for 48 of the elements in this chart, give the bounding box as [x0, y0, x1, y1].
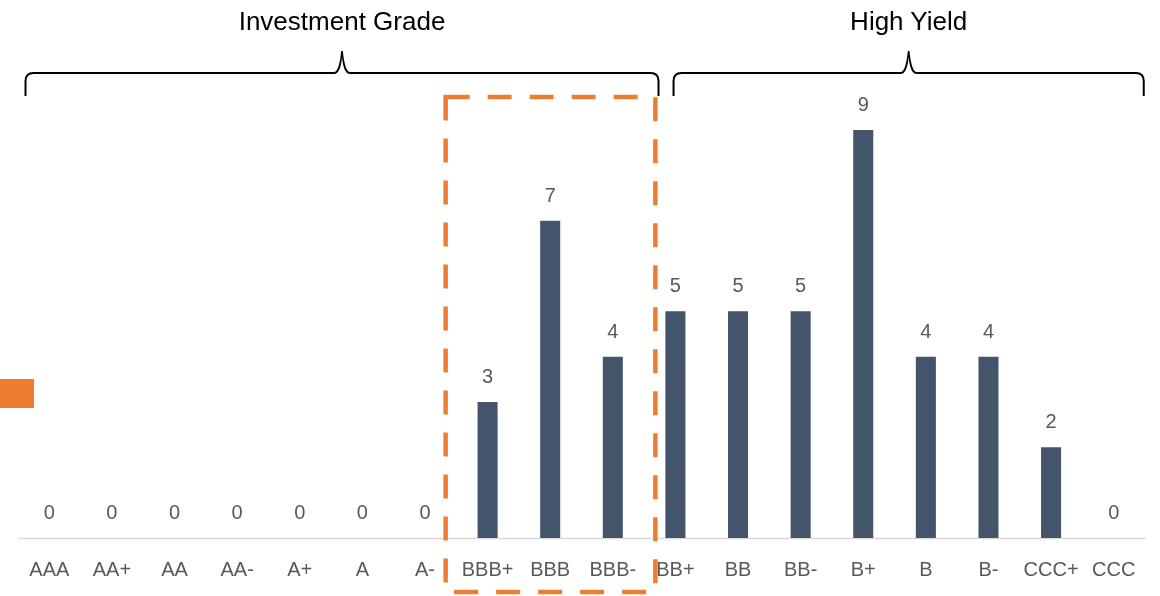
- x-tick-label: BBB: [530, 557, 571, 580]
- x-tick-label: AA-: [220, 557, 254, 580]
- data-label: 0: [43, 501, 55, 523]
- data-label: 7: [544, 183, 556, 206]
- data-label: 0: [419, 501, 431, 523]
- x-tick-label: BB-: [783, 557, 818, 580]
- data-label: 5: [669, 274, 681, 297]
- x-tick-label: CCC+: [1023, 557, 1079, 580]
- x-tick-label: BBB+: [461, 557, 514, 580]
- data-label: 2: [1045, 410, 1057, 433]
- data-label: 0: [106, 501, 118, 523]
- data-label: 5: [732, 274, 744, 297]
- data-label: 0: [231, 501, 243, 523]
- data-label: 5: [795, 274, 807, 297]
- bar: [915, 356, 936, 538]
- data-label: 9: [857, 93, 869, 115]
- x-tick-label: BB+: [656, 557, 695, 580]
- text: High Yield: [850, 6, 968, 36]
- bar: [728, 311, 749, 538]
- x-tick-label: B: [919, 557, 933, 580]
- bar: [602, 356, 623, 538]
- x-tick-label: BBB-: [589, 557, 637, 580]
- data-label: 0: [168, 501, 181, 523]
- text: Investment Grade: [238, 6, 446, 36]
- data-label: 3: [482, 365, 494, 387]
- data-label: 4: [920, 319, 932, 342]
- data-label: 0: [1108, 501, 1120, 523]
- bar: [477, 402, 498, 538]
- data-label: 4: [982, 319, 995, 342]
- bar: [665, 311, 686, 538]
- x-tick-label: AA+: [92, 557, 132, 580]
- x-tick-label: A: [355, 557, 370, 580]
- x-tick-label: A+: [287, 557, 313, 580]
- bar: [853, 130, 874, 538]
- bar: [978, 356, 999, 538]
- data-label: 4: [607, 319, 619, 342]
- x-tick-label: B+: [850, 557, 876, 580]
- bar: [540, 220, 561, 538]
- x-tick-label: A-: [414, 557, 435, 580]
- x-tick-label: AA: [161, 557, 189, 580]
- x-tick-label: AAA: [29, 557, 70, 580]
- data-label: 0: [356, 501, 368, 523]
- x-tick-label: B-: [978, 557, 999, 580]
- x-tick-label: BB: [724, 557, 752, 580]
- data-label: 0: [294, 501, 306, 523]
- bar: [1041, 447, 1062, 538]
- bar: [790, 311, 811, 538]
- x-tick-label: CCC: [1092, 557, 1136, 580]
